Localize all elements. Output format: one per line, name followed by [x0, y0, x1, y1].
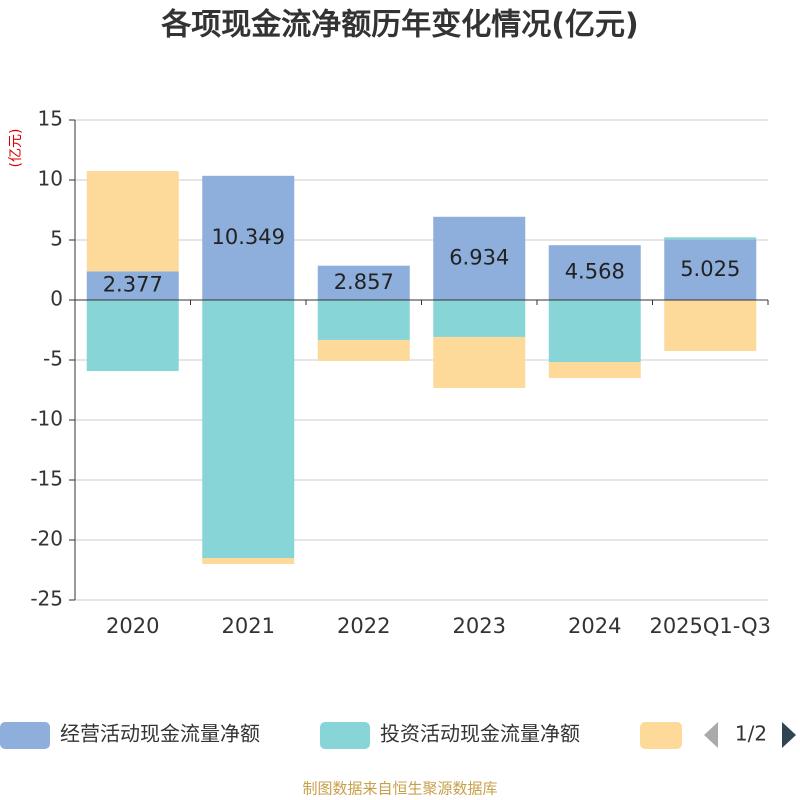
bar	[664, 300, 757, 351]
legend-swatch[interactable]	[320, 722, 370, 749]
legend-label: 投资活动现金流量净额	[380, 722, 580, 746]
footer: 制图数据来自恒生聚源数据库	[302, 780, 497, 798]
x-tick-label: 2024	[568, 614, 621, 638]
bar	[202, 175, 295, 300]
bar	[433, 216, 526, 300]
bar	[317, 339, 410, 361]
legend-prev[interactable]	[704, 722, 718, 748]
x-tick-label: 2025Q1-Q3	[649, 614, 771, 638]
y-tick-label: -20	[30, 527, 63, 551]
data-label: 4.568	[565, 260, 625, 284]
bar	[317, 265, 410, 300]
bar	[86, 171, 179, 272]
bar	[202, 300, 295, 558]
y-tick-label: -15	[30, 467, 63, 491]
data-label: 2.857	[334, 270, 394, 294]
y-tick-label: 5	[50, 227, 63, 251]
x-tick-label: 2022	[337, 614, 390, 638]
bar	[664, 239, 757, 300]
y-tick-label: 15	[38, 107, 63, 131]
legend-page: 1/2	[735, 722, 767, 746]
bar	[548, 245, 641, 300]
data-label: 10.349	[212, 225, 285, 249]
legend-swatch[interactable]	[0, 722, 50, 749]
data-label: 5.025	[680, 257, 740, 281]
bar	[548, 362, 641, 378]
x-tick-label: 2021	[222, 614, 275, 638]
y-tick-label: -5	[43, 347, 63, 371]
x-tick-label: 2020	[106, 614, 159, 638]
bar	[202, 558, 295, 564]
chart-title: 各项现金流净额历年变化情况(亿元)	[160, 8, 638, 43]
bar	[317, 300, 410, 340]
y-tick-label: 10	[38, 167, 63, 191]
bar	[86, 271, 179, 300]
bar	[433, 300, 526, 337]
bar	[86, 300, 179, 372]
legend-swatch[interactable]	[640, 722, 682, 749]
data-label: 2.377	[103, 273, 163, 297]
y-tick-label: 0	[50, 287, 63, 311]
y-axis-label: (亿元)	[8, 129, 24, 168]
y-tick-label: -10	[30, 407, 63, 431]
bar	[548, 300, 641, 363]
bar	[664, 237, 757, 240]
data-label: 6.934	[449, 245, 509, 269]
legend-next[interactable]	[782, 722, 796, 748]
legend-label: 经营活动现金流量净额	[60, 722, 260, 746]
x-tick-label: 2023	[453, 614, 506, 638]
y-tick-label: -25	[30, 587, 63, 611]
bar	[433, 336, 526, 388]
